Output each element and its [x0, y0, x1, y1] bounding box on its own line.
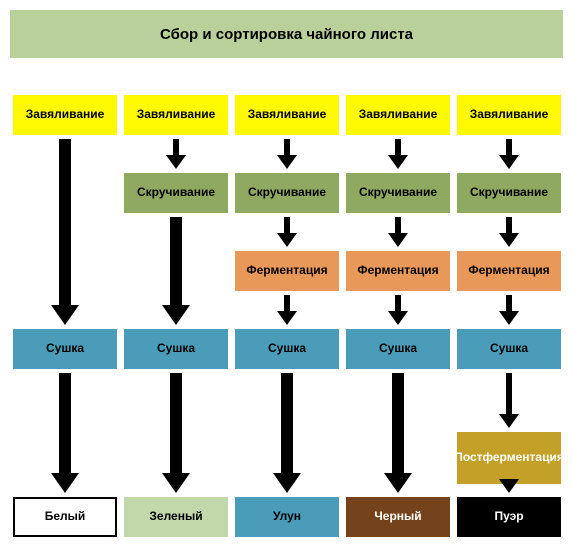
- box-label: Ферментация: [357, 264, 438, 277]
- arrow-3-wilt-roll: [388, 139, 408, 169]
- box-wilt-0: Завяливание: [13, 95, 117, 135]
- box-label: Зеленый: [149, 510, 202, 523]
- box-final-4: Пуэр: [457, 497, 561, 537]
- box-label: Завяливание: [137, 108, 216, 121]
- box-dry-2: Сушка: [235, 329, 339, 369]
- box-label: Улун: [273, 510, 301, 523]
- box-label: Завяливание: [359, 108, 438, 121]
- arrow-4-ferm-dry: [499, 295, 519, 325]
- box-ferm-4: Ферментация: [457, 251, 561, 291]
- arrow-3-dry-final: [384, 373, 412, 493]
- box-label: Пуэр: [494, 510, 523, 523]
- box-wilt-2: Завяливание: [235, 95, 339, 135]
- arrow-4-post-final: [499, 488, 519, 493]
- arrow-2-wilt-roll: [277, 139, 297, 169]
- box-label: Белый: [45, 510, 86, 523]
- box-wilt-3: Завяливание: [346, 95, 450, 135]
- diagram-stage: Сбор и сортировка чайного листа Завялива…: [0, 0, 573, 560]
- box-label: Скручивание: [137, 186, 215, 199]
- box-dry-0: Сушка: [13, 329, 117, 369]
- arrow-2-roll-ferm: [277, 217, 297, 247]
- box-ferm-2: Ферментация: [235, 251, 339, 291]
- box-label: Сушка: [490, 342, 528, 355]
- box-label: Сушка: [379, 342, 417, 355]
- box-final-1: Зеленый: [124, 497, 228, 537]
- box-final-2: Улун: [235, 497, 339, 537]
- arrow-3-roll-ferm: [388, 217, 408, 247]
- arrow-4-wilt-roll: [499, 139, 519, 169]
- box-label: Скручивание: [470, 186, 548, 199]
- box-roll-1: Скручивание: [124, 173, 228, 213]
- box-label: Сушка: [157, 342, 195, 355]
- arrow-0-wilt-dry: [51, 139, 79, 325]
- box-wilt-1: Завяливание: [124, 95, 228, 135]
- box-label: Ферментация: [468, 264, 549, 277]
- box-wilt-4: Завяливание: [457, 95, 561, 135]
- box-roll-4: Скручивание: [457, 173, 561, 213]
- arrow-1-dry-final: [162, 373, 190, 493]
- box-label: Завяливание: [470, 108, 549, 121]
- box-label: Скручивание: [359, 186, 437, 199]
- arrow-2-ferm-dry: [277, 295, 297, 325]
- box-ferm-3: Ферментация: [346, 251, 450, 291]
- arrow-1-roll-dry: [162, 217, 190, 325]
- box-label: Скручивание: [248, 186, 326, 199]
- box-final-3: Черный: [346, 497, 450, 537]
- header-box: Сбор и сортировка чайного листа: [10, 10, 563, 58]
- box-roll-2: Скручивание: [235, 173, 339, 213]
- arrow-3-ferm-dry: [388, 295, 408, 325]
- box-label: Завяливание: [26, 108, 105, 121]
- box-label: Черный: [374, 510, 421, 523]
- box-dry-3: Сушка: [346, 329, 450, 369]
- box-final-0: Белый: [13, 497, 117, 537]
- arrow-2-dry-final: [273, 373, 301, 493]
- box-dry-1: Сушка: [124, 329, 228, 369]
- box-label: Завяливание: [248, 108, 327, 121]
- arrow-4-roll-ferm: [499, 217, 519, 247]
- arrow-0-dry-final: [51, 373, 79, 493]
- box-roll-3: Скручивание: [346, 173, 450, 213]
- box-post-4: Постферментация: [457, 432, 561, 484]
- box-dry-4: Сушка: [457, 329, 561, 369]
- box-label: Постферментация: [454, 451, 564, 464]
- arrow-1-wilt-roll: [166, 139, 186, 169]
- arrow-4-dry-post: [499, 373, 519, 428]
- header-label: Сбор и сортировка чайного листа: [160, 26, 413, 43]
- box-label: Ферментация: [246, 264, 327, 277]
- box-label: Сушка: [268, 342, 306, 355]
- box-label: Сушка: [46, 342, 84, 355]
